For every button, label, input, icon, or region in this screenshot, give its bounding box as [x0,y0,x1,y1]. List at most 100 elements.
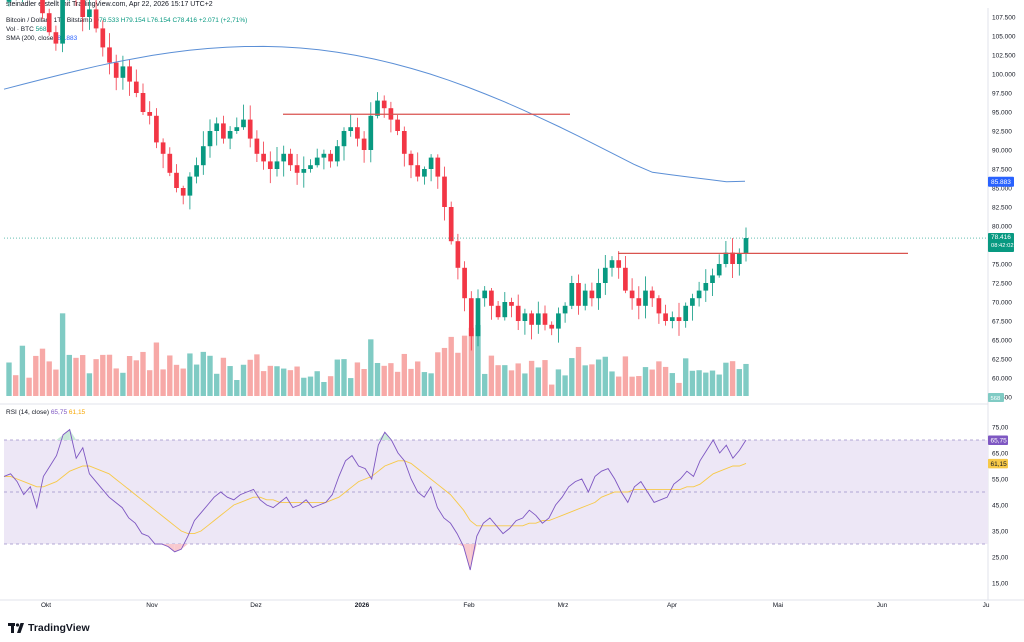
candle-body [408,153,414,166]
volume-bar [595,359,602,396]
candle-body [127,66,132,82]
volume-label: Vol · BTC [6,26,34,33]
candle-body [140,93,146,112]
volume-bar [388,363,394,396]
candle-body [355,127,360,139]
candle-body [107,47,112,63]
volume-bar [120,372,126,396]
volume-bar [575,346,582,396]
candle-body [529,313,534,325]
candle-body [281,153,287,162]
candle-body [629,290,635,299]
candle-body [549,324,555,329]
candle-body [120,66,126,78]
volume-tag-label: 568 [991,396,1001,402]
candle-body [582,290,588,306]
volume-bar [361,368,367,396]
volume-bar [555,369,562,396]
volume-bar [334,359,340,396]
volume-bar [86,373,93,396]
volume-bar [106,354,113,396]
candle-body [462,267,467,299]
candle-body [489,290,494,306]
rsi-ma-tag [988,458,1008,469]
sma-legend[interactable]: SMA (200, close) 85.883 [6,35,77,42]
candle-body [46,13,52,33]
candle-body [643,290,648,306]
candle-body [596,283,601,299]
price-axis: 107.500 105.000 102.500 100.000 97.500 95.000… [988,14,1016,587]
candle-body [154,115,159,143]
time-tick-label: Nov [146,602,158,609]
volume-bar [240,364,247,396]
rsi-tick-label: 15,00 [992,580,1009,587]
candle-body [710,275,715,283]
volume-bar [80,355,86,396]
volume-bar [33,355,39,396]
price-tick-label: 70.000 [992,299,1012,306]
rsi-pane [3,428,988,571]
volume-bar [381,365,387,396]
volume-tag [988,393,1004,402]
volume-bar [307,376,314,396]
countdown-label: 08:42:02 [991,243,1014,249]
volume-bar [696,370,702,396]
rsi-value: 65,75 [50,409,68,416]
rsi-tick-label: 65,00 [992,450,1009,457]
price-tick-label: 107.500 [992,14,1016,21]
rsi-oversold-fill [457,544,464,547]
volume-bar [321,381,327,396]
candle-body [602,267,608,283]
volume-bar [368,339,374,396]
volume-bar [6,362,12,396]
candle-body [328,153,333,162]
volume-bar [448,336,454,396]
candle-body [314,157,320,166]
volume-bar [502,365,508,396]
volume-bars [6,313,749,396]
volume-bar [569,358,575,396]
candle-body [703,283,709,291]
volume-bar [147,370,153,396]
price-tick-label: 60.000 [992,375,1012,382]
volume-legend[interactable]: Vol · BTC 568 [6,26,46,33]
price-tick-label: 82.500 [992,204,1012,211]
volume-bar [167,355,173,396]
candle-body [435,157,441,177]
price-tick-label: 80.000 [992,223,1012,230]
candle-body [308,165,313,169]
candle-body [247,119,253,139]
rsi-legend[interactable]: RSI (14, close) 65,75 61,15 [6,409,85,416]
volume-bar [281,368,287,396]
volume-bar [274,366,280,396]
candle-body [187,176,193,196]
candle-body [254,138,260,154]
volume-bar [669,373,675,396]
tradingview-brand[interactable]: TradingView [8,622,90,634]
price-tick-label: 65.000 [992,337,1012,344]
candle-body [589,290,595,299]
volume-bar [508,370,515,396]
candle-body [267,161,273,169]
rsi-value-tag [988,435,1008,445]
candle-body [288,153,293,166]
volume-bar [468,327,474,396]
candle-body [294,165,300,173]
candle-body [100,28,106,48]
tradingview-logo-icon [8,623,24,633]
volume-bar [327,376,334,396]
rsi-tick-label: 55,00 [992,476,1009,483]
volume-bar [421,372,428,396]
candle-body [147,112,153,116]
volume-bar [294,366,300,396]
time-tick-label: 2026 [355,602,370,609]
volume-bar [495,365,501,396]
candle-body [381,100,387,109]
volume-bar [100,354,106,396]
volume-bar [642,367,649,396]
volume-bar [200,351,206,396]
overlays [3,45,988,254]
price-tick-label: 85.000 [992,185,1012,192]
volume-bar [113,368,119,396]
